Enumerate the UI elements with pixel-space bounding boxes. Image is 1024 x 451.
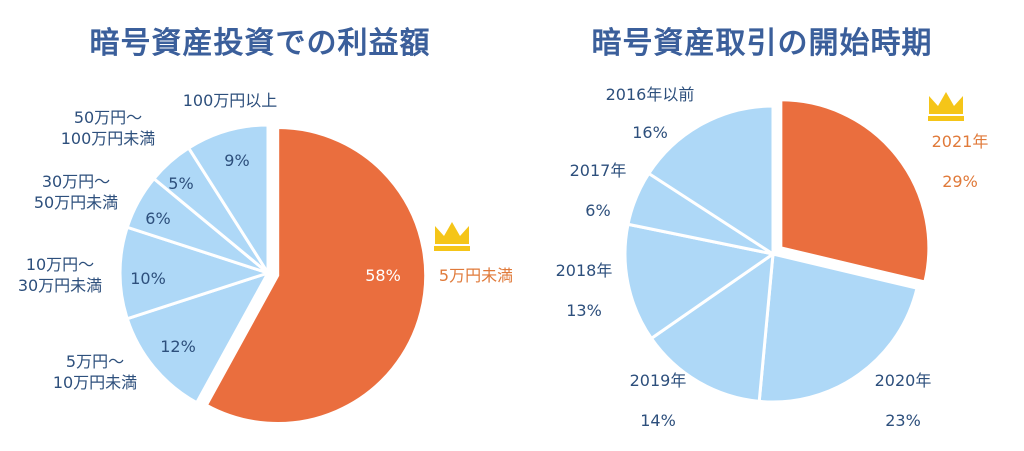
value-label-start-5: 16%: [632, 123, 668, 142]
value-label-profit-1: 12%: [160, 337, 196, 356]
category-label-start-5: 2016年以前: [606, 85, 695, 104]
category-label-start-4: 2017年: [570, 161, 627, 180]
pie-slice-start-1: [757, 252, 919, 404]
category-label-start-3: 2018年: [556, 261, 613, 280]
pie-slice-start-3: [623, 222, 777, 341]
category-label-profit-4: 50万円〜 100万円未満: [61, 108, 156, 148]
pie-slice-start-2: [649, 250, 775, 403]
category-label-start-2: 2019年: [630, 371, 687, 390]
category-label-start-0: 2021年: [932, 132, 989, 151]
value-label-start-3: 13%: [566, 301, 602, 320]
chart-title-start-period: 暗号資産取引の開始時期: [591, 26, 933, 61]
chart-title-profit: 暗号資産投資での利益額: [89, 26, 431, 61]
pie-slice-profit-5: [186, 123, 270, 279]
category-label-profit-1: 5万円〜 10万円未満: [53, 352, 137, 392]
value-label-profit-3: 6%: [145, 209, 170, 228]
value-label-profit-2: 10%: [130, 269, 166, 288]
profit-pie-chart: 58% 5万円未満 12% 5万円〜 10万円未満 10% 10万円〜 30万円未満 6% 30万…: [18, 91, 512, 425]
pie-slice-start-5: [646, 104, 775, 257]
category-label-profit-3: 30万円〜 50万円未満: [34, 172, 118, 212]
pie-slice-profit-2: [118, 225, 273, 321]
crown-icon-2: [928, 92, 964, 121]
pie-slice-start-0: [779, 98, 931, 284]
value-label-profit-0: 58%: [365, 266, 401, 285]
category-label-profit-5: 100万円以上: [183, 91, 278, 110]
pie-slice-profit-1: [125, 270, 272, 405]
value-label-start-4: 6%: [585, 201, 610, 220]
category-label-profit-2: 10万円〜 30万円未満: [18, 255, 102, 295]
category-label-profit-0: 5万円未満: [439, 266, 512, 285]
pie-slice-profit-0: [204, 125, 428, 425]
value-label-start-1: 23%: [885, 411, 921, 430]
value-label-profit-4: 5%: [168, 174, 193, 193]
category-label-start-1: 2020年: [875, 371, 932, 390]
crown-icon: [434, 222, 470, 251]
value-label-start-2: 14%: [640, 411, 676, 430]
value-label-profit-5: 9%: [224, 151, 249, 170]
value-label-start-0: 29%: [942, 172, 978, 191]
